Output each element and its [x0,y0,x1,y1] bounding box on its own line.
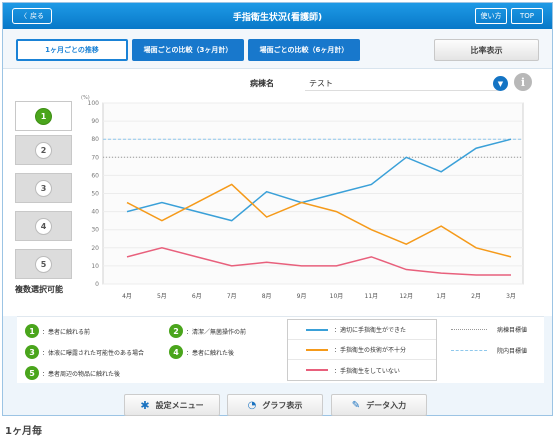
y-tick-label: 60 [91,172,99,179]
x-tick-label: 12月 [399,293,413,300]
series-legend-none: ：手指衛生をしていない [288,360,436,380]
series-legend-insufficient: ：手指衛生の技術が不十分 [288,340,436,360]
y-axis-label: (%) [81,95,90,101]
top-button[interactable]: TOP [511,8,543,24]
page-title: 手指衛生状況(看護師) [232,13,323,23]
multi-select-note: 複数選択可能 [15,285,63,294]
blue-line-icon [306,328,328,331]
y-tick-label: 80 [91,136,99,143]
legend-panel [17,316,544,383]
dropdown-icon[interactable]: ▼ [493,76,508,91]
series-line [126,247,511,276]
tab-scene-6months[interactable]: 場面ごとの比較（6ヶ月計） [248,39,360,61]
x-tick-label: 8月 [262,293,272,300]
dotted-line-icon [451,329,487,330]
x-tick-label: 3月 [506,293,516,300]
back-button[interactable]: 〈 戻る [12,8,52,24]
x-tick-label: 9月 [297,293,307,300]
tab-bar: 1ヶ月ごとの推移 場面ごとの比較（3ヶ月計） 場面ごとの比較（6ヶ月計） 比率表… [3,29,552,69]
x-tick-label: 5月 [157,293,167,300]
scene-selector-1[interactable]: 1 [15,101,72,131]
series-line [126,183,512,258]
app-window: 〈 戻る 手指衛生状況(看護師) 使い方 TOP 1ヶ月ごとの推移 場面ごとの比… [2,2,553,416]
x-tick-label: 6月 [192,293,202,300]
scene-selector-2[interactable]: 2 [15,135,72,165]
graph-display-button[interactable]: ◔ グラフ表示 [227,394,323,416]
scene-selector-3[interactable]: 3 [15,173,72,203]
y-tick-label: 0 [95,281,99,288]
data-entry-button[interactable]: ✎ データ入力 [331,394,427,416]
scene-selector-4[interactable]: 4 [15,211,72,241]
orange-line-icon [306,348,328,351]
scene-selector: 1 2 3 4 5 [15,101,73,286]
hospital-target-legend: 院内目標値 [451,346,527,355]
series-legend: ：適切に手指衛生ができた ：手指衛生の技術が不十分 ：手指衛生をしていない [287,319,437,381]
line-chart: 0 10 20 30 40 50 60 70 80 90 100(%) 4月 5月 6月 7月 8月 9月 10月… [81,95,524,300]
scene-legend-1: 1 ：患者に触れる前 [25,324,90,338]
pink-line-icon [306,369,328,371]
settings-menu-button[interactable]: ✱ 設定メニュー [124,394,220,416]
y-tick-label: 100 [88,100,100,107]
y-tick-label: 30 [91,227,99,234]
y-tick-label: 20 [91,245,99,252]
footer-label: 1ヶ月毎 [5,426,42,437]
x-tick-label: 11月 [365,293,379,300]
ward-label: 病棟名 [250,79,274,88]
x-tick-label: 7月 [227,293,237,300]
y-tick-label: 50 [91,191,99,198]
scene-legend-5: 5 ：患者周辺の物品に触れた後 [25,366,120,380]
scene-legend-4: 4 ：患者に触れた後 [169,345,234,359]
help-button[interactable]: 使い方 [475,8,507,24]
x-tick-label: 1月 [436,293,446,300]
title-bar: 〈 戻る 手指衛生状況(看護師) 使い方 TOP [3,3,552,29]
x-tick-label: 4月 [122,293,132,300]
y-tick-label: 90 [91,118,99,125]
series-legend-good: ：適切に手指衛生ができた [288,320,436,340]
chart-icon: ◔ [247,399,257,411]
scene-legend-3: 3 ：体液に曝露された可能性のある場合 [25,345,144,359]
scene-legend-2: 2 ：清潔／無菌操作の前 [169,324,246,338]
ward-target-legend: 病棟目標値 [451,325,527,334]
ratio-display-button[interactable]: 比率表示 [434,39,539,61]
gear-icon: ✱ [140,398,150,412]
scene-selector-5[interactable]: 5 [15,249,72,279]
y-tick-label: 10 [91,263,99,270]
tab-monthly-trend[interactable]: 1ヶ月ごとの推移 [16,39,128,61]
pencil-icon: ✎ [351,399,361,411]
x-tick-label: 2月 [471,293,481,300]
x-tick-label: 10月 [330,293,344,300]
tab-scene-3months[interactable]: 場面ごとの比較（3ヶ月計） [132,39,244,61]
dashed-line-icon [451,350,487,351]
info-icon[interactable]: i [514,73,532,91]
y-tick-label: 70 [91,154,99,161]
y-tick-label: 40 [91,209,99,216]
chevron-left-icon: 〈 [20,12,27,20]
ward-select[interactable]: テスト [305,75,500,91]
series-line [126,138,512,222]
